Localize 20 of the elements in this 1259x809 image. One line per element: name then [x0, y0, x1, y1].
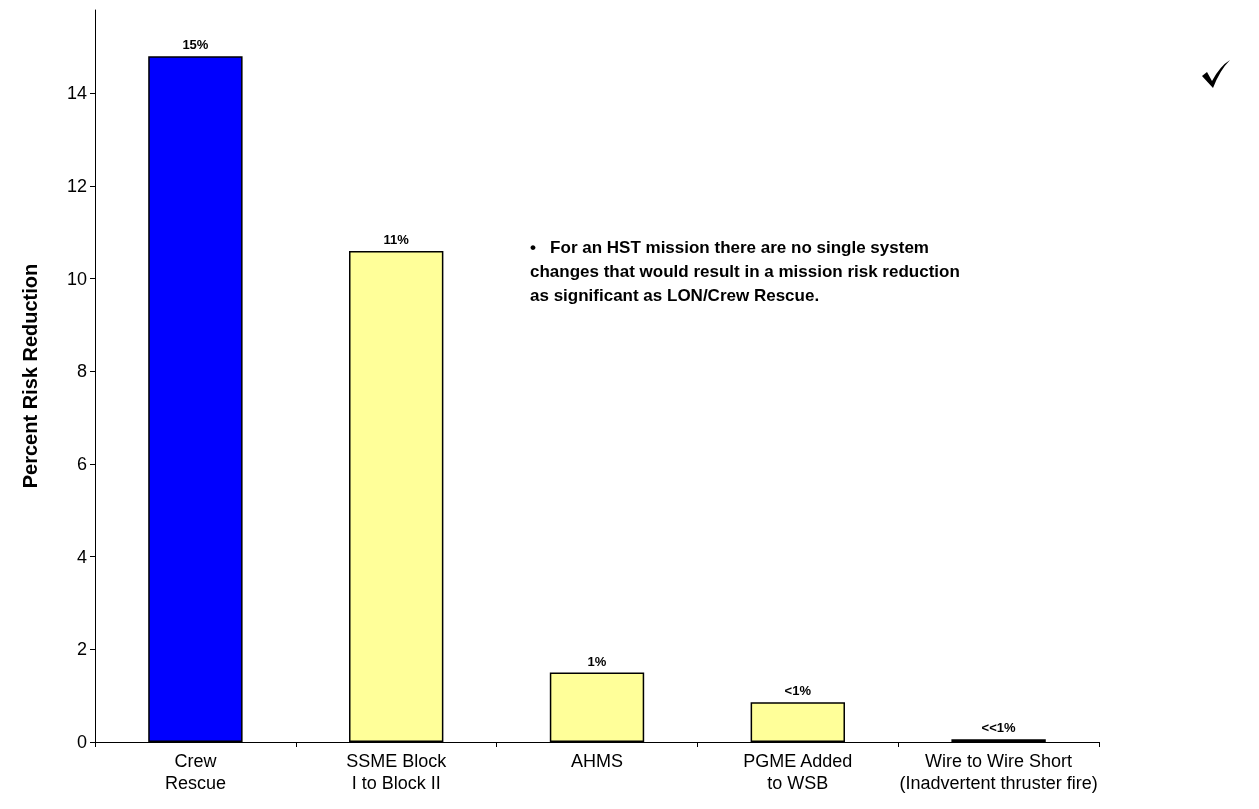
y-tick-label: 4	[76, 546, 87, 567]
y-tick-label: 6	[76, 454, 87, 475]
data-label: 11%	[383, 231, 410, 247]
y-axis-title: Percent Risk Reduction	[19, 263, 41, 489]
x-tick-label: AHMS	[570, 751, 624, 771]
annotation: • For an HST mission there are no single system changes that would result in a mission risk reduction as significant as LON/Crew Rescue.	[530, 237, 965, 305]
y-tick-label: 12	[66, 176, 87, 197]
data-label: 1%	[587, 653, 607, 669]
data-label: <1%	[784, 683, 812, 699]
y-tick-label: 0	[76, 732, 87, 752]
x-tick-label: Wire to Wire Short (Inadvertent thruster fire)	[899, 751, 1098, 793]
data-label: <<1%	[981, 720, 1017, 736]
data-label: 15%	[182, 37, 209, 53]
x-tick-label: SSME Block I to Block II	[346, 751, 448, 793]
y-tick-label: 2	[76, 639, 87, 660]
x-tick-label: Crew Rescue	[164, 751, 226, 793]
y-tick-label: 14	[66, 83, 87, 104]
y-tick-label: 8	[76, 361, 87, 382]
x-tick-label: PGME Added to WSB	[743, 751, 853, 793]
y-tick-label: 10	[66, 268, 87, 289]
